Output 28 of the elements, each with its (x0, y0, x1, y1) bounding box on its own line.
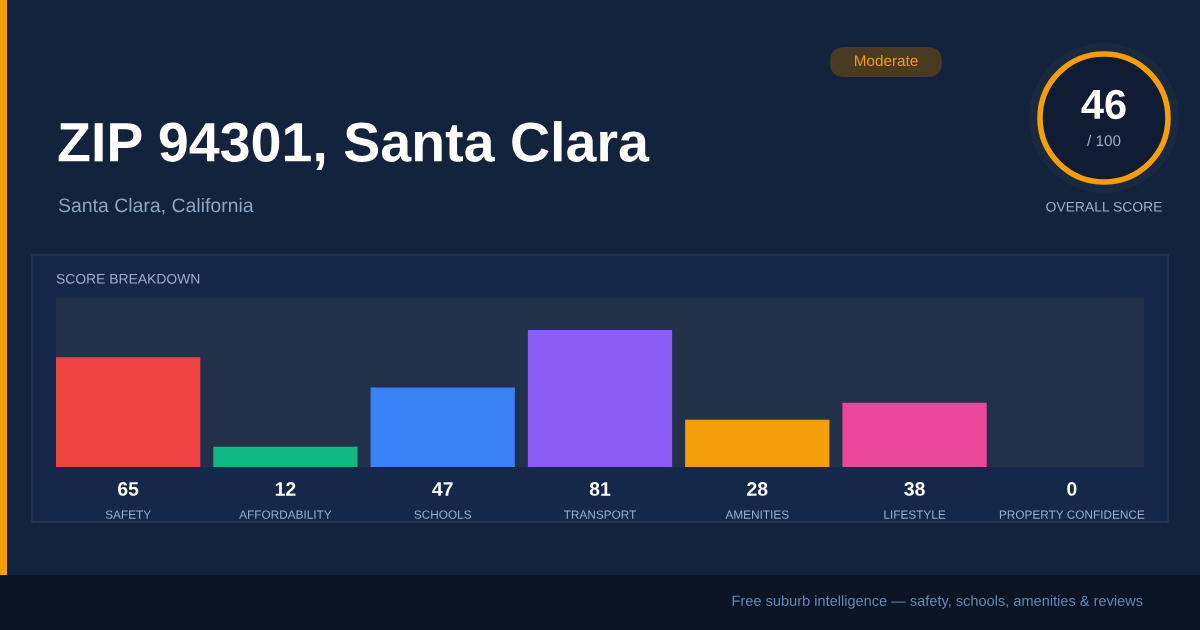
x-tick-label: PROPERTY CONFIDENCE (999, 510, 1145, 519)
text: Free suburb intelligence — safety, schools, amenities & reviews (732, 595, 1143, 609)
text: Moderate (854, 54, 918, 67)
text: / 100 (1087, 134, 1121, 147)
data-label: 65 (118, 482, 139, 496)
x-tick-label: TRANSPORT (563, 510, 637, 519)
text: OVERALL SCORE (1046, 201, 1162, 212)
text: 46 (1081, 89, 1126, 120)
data-label: 0 (1067, 482, 1077, 496)
bar (56, 357, 201, 467)
data-label: 12 (275, 482, 296, 496)
x-tick-label: AMENITIES (725, 510, 789, 519)
data-label: 81 (589, 482, 611, 496)
bar (527, 330, 673, 467)
bar (213, 446, 358, 467)
chart-subtitle: Santa Clara, California (58, 197, 254, 215)
x-tick-label: AFFORDABILITY (239, 510, 332, 519)
chart-title: ZIP 94301, Santa Clara (58, 121, 650, 170)
bar (842, 402, 987, 467)
bar (685, 419, 830, 467)
bar (370, 387, 515, 467)
data-label: 38 (904, 482, 925, 496)
x-tick-label: SCHOOLS (414, 510, 472, 519)
text: SCORE BREAKDOWN (56, 273, 200, 284)
x-tick-label: SAFETY (105, 510, 151, 519)
data-label: 28 (747, 482, 768, 496)
x-tick-label: LIFESTYLE (884, 510, 946, 519)
data-label: 47 (432, 482, 453, 496)
